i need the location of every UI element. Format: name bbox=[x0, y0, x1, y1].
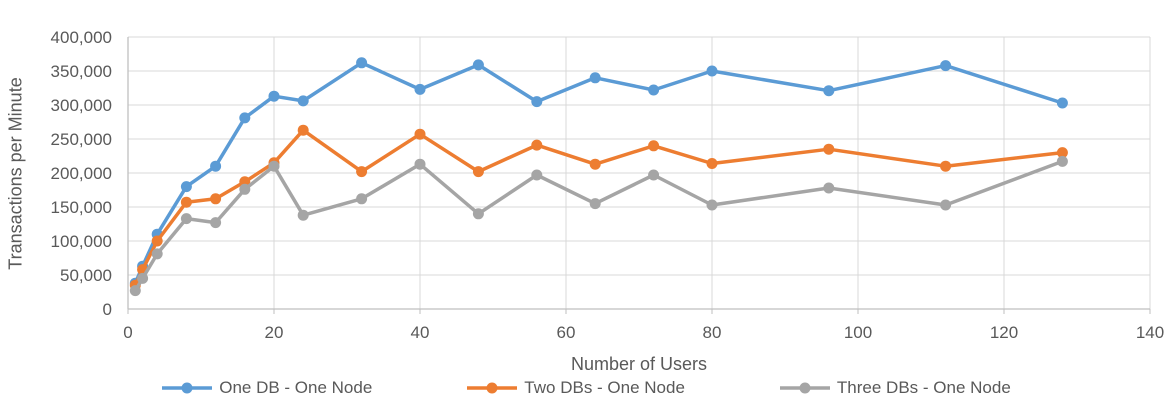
data-point-marker-one-db-one-node bbox=[210, 160, 222, 172]
y-tick-label: 350,000 bbox=[51, 62, 112, 81]
data-point-marker-three-dbs-one-node bbox=[940, 199, 952, 211]
x-tick-label: 140 bbox=[1136, 323, 1164, 342]
legend-label: Two DBs - One Node bbox=[524, 378, 685, 397]
x-tick-label: 20 bbox=[265, 323, 284, 342]
x-tick-label: 0 bbox=[123, 323, 132, 342]
legend-marker-icon bbox=[162, 382, 213, 394]
data-point-marker-one-db-one-node bbox=[414, 83, 426, 95]
data-point-marker-three-dbs-one-node bbox=[531, 169, 543, 181]
y-axis-title: Transactions per Minute bbox=[5, 77, 26, 270]
series-line-two-dbs-one-node bbox=[133, 128, 1065, 287]
data-point-marker-two-dbs-one-node bbox=[648, 140, 660, 152]
x-tick-label: 100 bbox=[844, 323, 872, 342]
data-point-marker-three-dbs-one-node bbox=[1056, 155, 1068, 167]
data-point-marker-one-db-one-node bbox=[706, 65, 718, 77]
data-point-marker-one-db-one-node bbox=[823, 85, 835, 97]
data-point-marker-two-dbs-one-node bbox=[414, 128, 426, 140]
x-tick-label: 40 bbox=[411, 323, 430, 342]
x-tick-label: 80 bbox=[703, 323, 722, 342]
data-point-marker-two-dbs-one-node bbox=[180, 196, 192, 208]
data-point-marker-one-db-one-node bbox=[940, 60, 952, 72]
data-point-marker-three-dbs-one-node bbox=[129, 285, 141, 297]
data-point-marker-three-dbs-one-node bbox=[137, 272, 149, 284]
data-point-marker-one-db-one-node bbox=[589, 72, 601, 84]
data-point-marker-two-dbs-one-node bbox=[706, 158, 718, 169]
data-point-marker-one-db-one-node bbox=[531, 96, 543, 108]
y-tick-label: 50,000 bbox=[60, 266, 112, 285]
data-point-marker-three-dbs-one-node bbox=[239, 183, 251, 195]
legend-label: One DB - One Node bbox=[219, 378, 373, 397]
legend-item-one-db-one-node: One DB - One Node bbox=[162, 378, 372, 398]
data-point-marker-three-dbs-one-node bbox=[151, 248, 163, 260]
legend-item-two-dbs-one-node: Two DBs - One Node bbox=[467, 378, 685, 398]
y-tick-label: 400,000 bbox=[51, 28, 112, 47]
y-tick-label: 300,000 bbox=[51, 96, 112, 115]
data-point-marker-one-db-one-node bbox=[297, 95, 309, 107]
data-point-marker-two-dbs-one-node bbox=[297, 124, 309, 136]
y-tick-label: 100,000 bbox=[51, 232, 112, 251]
data-point-marker-three-dbs-one-node bbox=[472, 208, 484, 220]
data-point-marker-one-db-one-node bbox=[648, 84, 660, 96]
data-point-marker-three-dbs-one-node bbox=[823, 182, 835, 194]
data-point-marker-three-dbs-one-node bbox=[414, 158, 426, 170]
legend-item-three-dbs-one-node: Three DBs - One Node bbox=[779, 378, 1011, 398]
series-line-one-db-one-node bbox=[133, 61, 1065, 285]
y-tick-label: 250,000 bbox=[51, 130, 112, 149]
x-tick-label: 60 bbox=[557, 323, 576, 342]
data-point-marker-three-dbs-one-node bbox=[648, 169, 660, 181]
legend-label: Three DBs - One Node bbox=[836, 378, 1011, 397]
data-point-marker-two-dbs-one-node bbox=[531, 139, 543, 151]
data-point-marker-two-dbs-one-node bbox=[472, 166, 484, 178]
data-point-marker-one-db-one-node bbox=[239, 112, 251, 124]
data-point-marker-two-dbs-one-node bbox=[823, 143, 835, 155]
data-point-marker-three-dbs-one-node bbox=[268, 160, 280, 172]
data-point-marker-one-db-one-node bbox=[1056, 97, 1068, 109]
legend: One DB - One Node Two DBs - One Node Three… bbox=[0, 378, 1173, 398]
data-point-marker-one-db-one-node bbox=[180, 181, 192, 193]
data-point-marker-two-dbs-one-node bbox=[356, 166, 368, 178]
data-point-marker-three-dbs-one-node bbox=[589, 198, 601, 210]
data-point-marker-two-dbs-one-node bbox=[1056, 147, 1068, 159]
data-point-marker-two-dbs-one-node bbox=[940, 160, 952, 172]
y-tick-label: 0 bbox=[103, 300, 112, 319]
legend-marker-icon bbox=[779, 382, 830, 394]
data-point-marker-three-dbs-one-node bbox=[706, 199, 718, 211]
y-tick-label: 200,000 bbox=[51, 164, 112, 183]
data-point-marker-three-dbs-one-node bbox=[180, 213, 192, 225]
data-point-marker-three-dbs-one-node bbox=[356, 193, 368, 205]
data-point-marker-two-dbs-one-node bbox=[210, 193, 222, 205]
x-axis-title: Number of Users bbox=[570, 354, 708, 374]
y-tick-label: 150,000 bbox=[51, 198, 112, 217]
data-point-marker-two-dbs-one-node bbox=[589, 158, 601, 170]
x-tick-label: 120 bbox=[990, 323, 1018, 342]
data-point-marker-one-db-one-node bbox=[268, 90, 280, 102]
legend-marker-icon bbox=[467, 382, 518, 394]
data-point-marker-three-dbs-one-node bbox=[297, 209, 309, 221]
data-point-marker-three-dbs-one-node bbox=[210, 217, 222, 229]
series-line-three-dbs-one-node bbox=[133, 159, 1065, 293]
data-point-marker-two-dbs-one-node bbox=[151, 235, 163, 247]
data-point-marker-one-db-one-node bbox=[472, 59, 484, 71]
data-point-marker-one-db-one-node bbox=[356, 57, 368, 69]
